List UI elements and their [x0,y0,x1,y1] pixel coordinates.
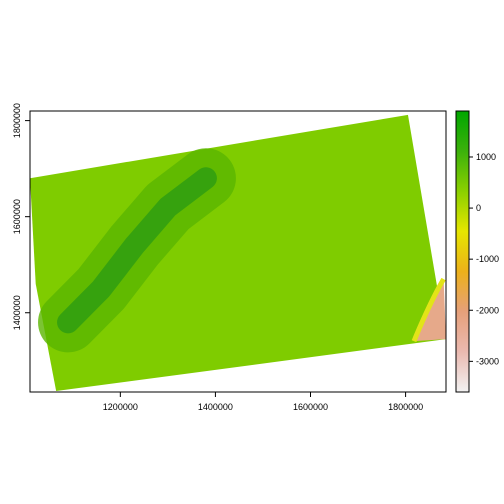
legend-tick-label: 0 [476,203,481,213]
plot-frame [29,110,447,393]
x-axis: 1200000 1400000 1600000 1800000 [103,392,423,412]
raster-footprint [30,114,446,392]
color-legend: 1000 0 -1000 -2000 -3000 [455,110,499,393]
x-tick-label: 1600000 [293,402,328,412]
legend-tick-label: -1000 [476,254,499,264]
y-tick-label: 1400000 [12,295,22,330]
y-axis: 1400000 1600000 1800000 [12,103,30,330]
x-tick-label: 1200000 [103,402,138,412]
highland-band [38,148,236,353]
elevation-raster [30,114,446,392]
x-tick-label: 1400000 [198,402,233,412]
legend-tick-label: 1000 [476,152,496,162]
coast-band [411,277,446,343]
ridge-crest [57,167,217,334]
legend-ticks: 1000 0 -1000 -2000 -3000 [469,152,499,366]
y-tick-label: 1600000 [12,199,22,234]
legend-tick-label: -3000 [476,356,499,366]
legend-tick-label: -2000 [476,305,499,315]
legend-colorbar [455,110,470,393]
y-tick-label: 1800000 [12,103,22,138]
x-tick-label: 1800000 [388,402,423,412]
